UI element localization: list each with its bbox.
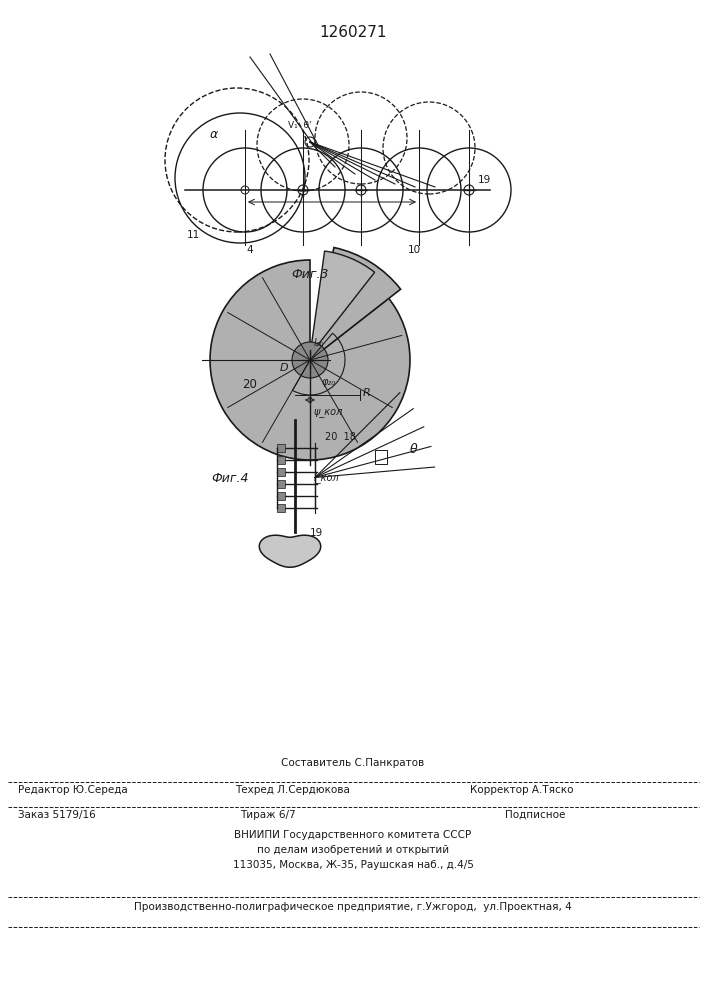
Text: 11: 11 [187,230,199,240]
Bar [277,504,285,512]
Wedge shape [292,342,328,378]
Wedge shape [310,248,401,360]
Text: Корректор А.Тяско: Корректор А.Тяско [470,785,573,795]
Text: V₁  θ': V₁ θ' [288,121,312,130]
Text: Составитель С.Панкратов: Составитель С.Панкратов [281,758,425,768]
Text: Фиг.3: Фиг.3 [291,268,329,281]
Text: ψ_кол: ψ_кол [314,407,344,417]
Text: Фиг.4: Фиг.4 [211,472,249,485]
Bar [277,468,285,476]
Text: ВНИИПИ Государственного комитета СССР: ВНИИПИ Государственного комитета СССР [235,830,472,840]
Text: Подписное: Подписное [505,810,566,820]
Bar [277,444,285,452]
Text: Производственно-полиграфическое предприятие, г.Ужгород,  ул.Проектная, 4: Производственно-полиграфическое предприя… [134,902,572,912]
Bar [277,456,285,464]
Bar [277,491,285,499]
Text: 20: 20 [243,378,257,391]
Text: φ₂₀: φ₂₀ [322,377,336,387]
Text: l₂₀: l₂₀ [314,338,325,348]
Text: R: R [363,388,370,398]
Text: 19: 19 [478,175,491,185]
Text: 19: 19 [310,528,323,538]
Text: Тираж 6/7: Тираж 6/7 [240,810,296,820]
Bar [277,480,285,488]
Text: 4: 4 [247,245,253,255]
Text: Редактор Ю.Середа: Редактор Ю.Середа [18,785,128,795]
Polygon shape [261,393,319,419]
Text: θ: θ [410,443,418,456]
Polygon shape [259,535,321,567]
Text: 10: 10 [407,245,421,255]
Text: D: D [279,363,288,373]
Text: l_кол: l_кол [314,472,340,483]
Wedge shape [310,251,375,355]
Text: α: α [210,128,218,141]
Text: Техред Л.Сердюкова: Техред Л.Сердюкова [235,785,350,795]
Text: по делам изобретений и открытий: по делам изобретений и открытий [257,845,449,855]
Bar [375,450,387,464]
Wedge shape [210,260,410,460]
Text: Заказ 5179/16: Заказ 5179/16 [18,810,95,820]
Text: 20  18: 20 18 [325,432,356,442]
Text: 113035, Москва, Ж-35, Раушская наб., д.4/5: 113035, Москва, Ж-35, Раушская наб., д.4… [233,860,474,870]
Text: 1260271: 1260271 [320,25,387,40]
